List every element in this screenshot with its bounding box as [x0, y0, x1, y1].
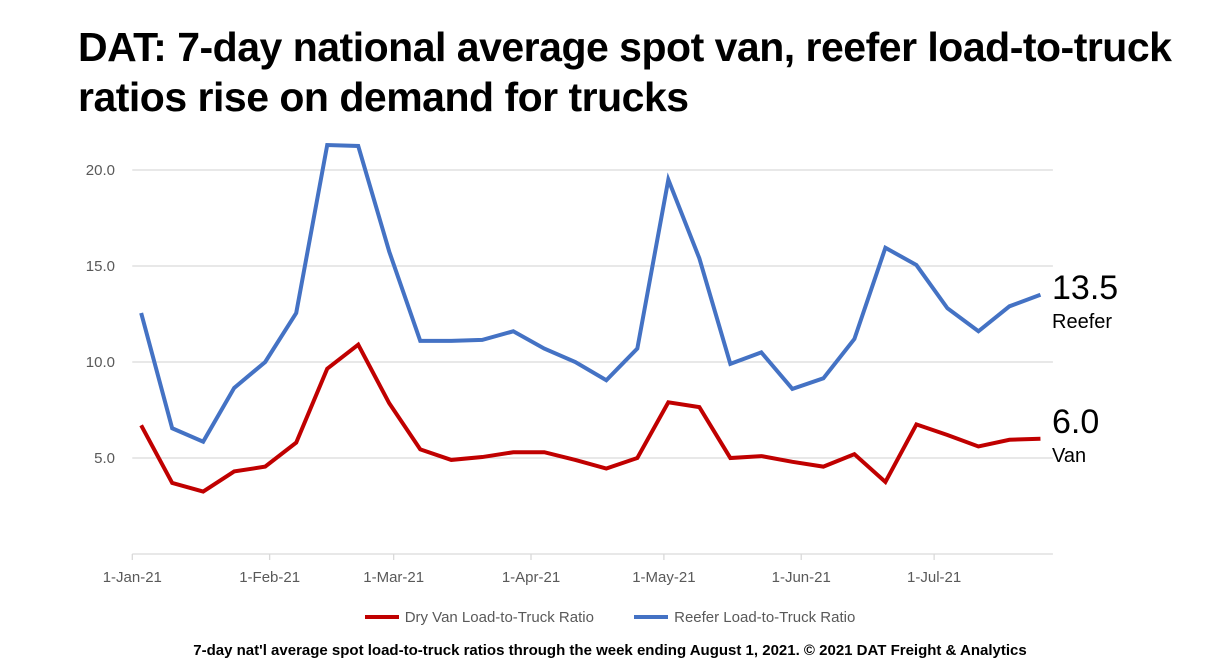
- x-tick-label: 1-May-21: [632, 569, 695, 586]
- y-tick-label: 15.0: [86, 258, 115, 275]
- x-tick-label: 1-Jul-21: [907, 569, 961, 586]
- legend-swatch-reefer: [634, 615, 669, 619]
- end-value-label: 13.5: [1052, 269, 1118, 307]
- x-tick-label: 1-Jun-21: [772, 569, 831, 586]
- end-value-label: 6.0: [1052, 403, 1099, 441]
- legend-item-van: Dry Van Load-to-Truck Ratio: [364, 608, 594, 626]
- series-line-reefer: [139, 142, 1042, 445]
- series-line-van: [139, 341, 1041, 494]
- y-tick-label: 10.0: [86, 354, 115, 371]
- legend-item-reefer: Reefer Load-to-Truck Ratio: [634, 609, 855, 626]
- legend-label-reefer: Reefer Load-to-Truck Ratio: [674, 608, 856, 626]
- y-tick-label: 20.0: [86, 162, 115, 179]
- x-tick-label: 1-Apr-21: [502, 569, 560, 586]
- end-series-label: Reefer: [1052, 311, 1112, 333]
- x-tick-label: 1-Mar-21: [363, 569, 424, 586]
- legend-label-van: Dry Van Load-to-Truck Ratio: [404, 608, 594, 626]
- chart-title: DAT: 7-day national average spot van, re…: [78, 24, 1172, 120]
- legend-swatch-van: [364, 615, 399, 619]
- footnote: 7-day nat'l average spot load-to-truck r…: [193, 642, 1027, 659]
- legend: Dry Van Load-to-Truck Ratio Reefer Load-…: [0, 606, 1220, 626]
- y-tick-label: 5.0: [94, 450, 115, 467]
- end-series-label: Van: [1052, 445, 1086, 467]
- x-tick-label: 1-Jan-21: [103, 569, 162, 586]
- x-tick-label: 1-Feb-21: [239, 569, 300, 586]
